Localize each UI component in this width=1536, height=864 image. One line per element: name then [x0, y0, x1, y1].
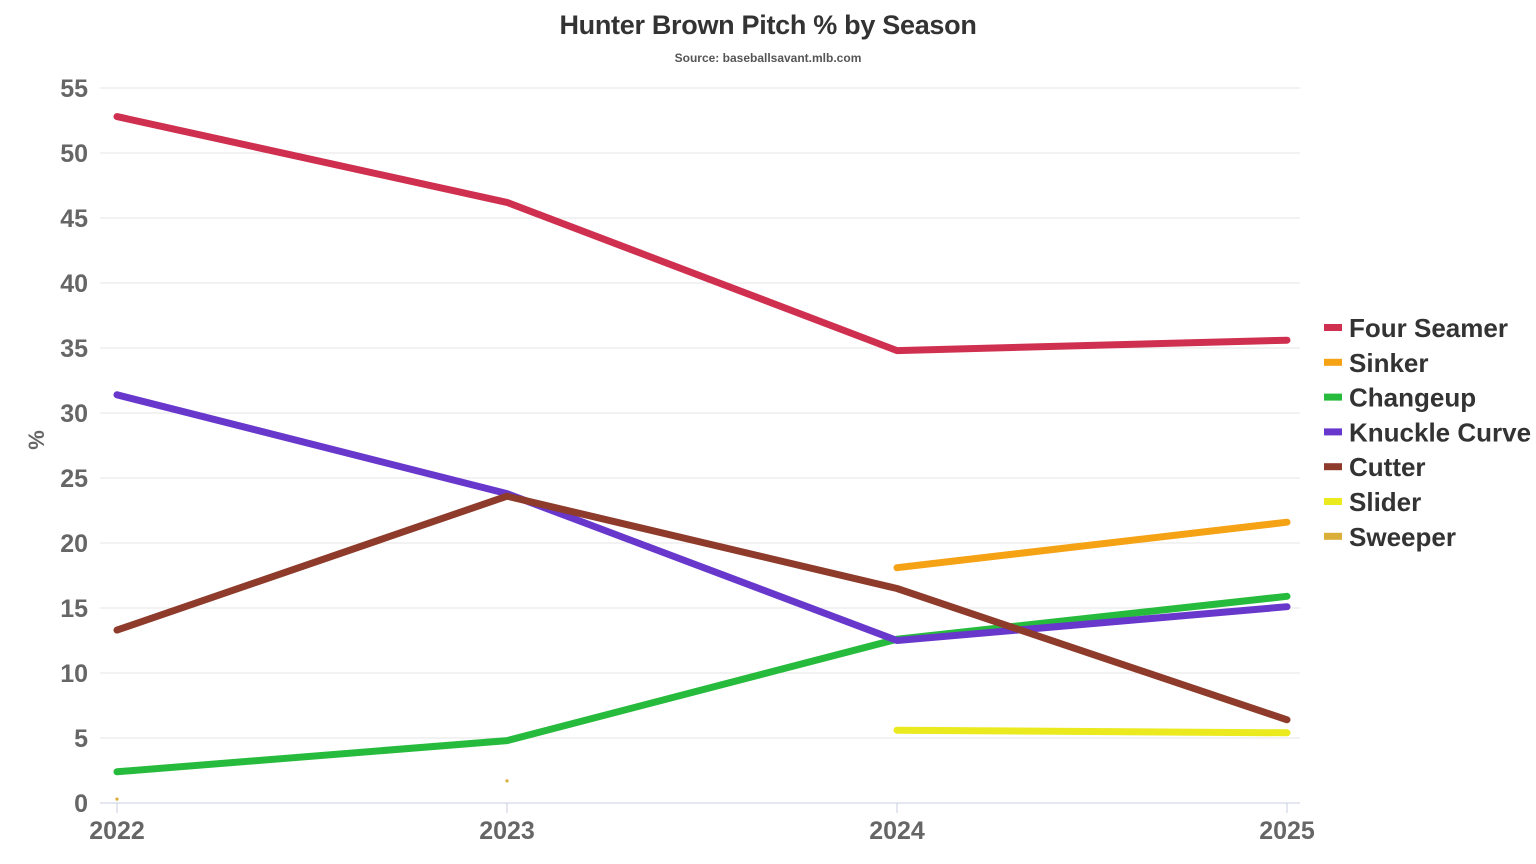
x-tick-label: 2023: [479, 817, 535, 845]
legend-item-changeup[interactable]: Changeup: [1324, 383, 1476, 413]
y-tick-label: 55: [60, 75, 88, 103]
legend-swatch: [1324, 463, 1342, 471]
gridlines: [100, 87, 1300, 804]
y-tick-label: 15: [60, 595, 88, 623]
y-tick-label: 35: [60, 335, 88, 363]
legend-item-knuckle-curve[interactable]: Knuckle Curve: [1324, 417, 1531, 447]
legend-label: Sweeper: [1349, 522, 1456, 552]
series-four-seamer: [113, 113, 1291, 355]
data-point: [115, 797, 119, 801]
y-tick-label: 10: [60, 660, 88, 688]
series-knuckle-curve: [113, 391, 1291, 644]
legend-swatch: [1324, 532, 1342, 540]
y-axis-label: %: [24, 430, 49, 450]
x-tick-label: 2024: [869, 817, 925, 845]
y-tick-label: 30: [60, 400, 88, 428]
legend-label: Sinker: [1349, 348, 1429, 378]
x-tick-label: 2022: [89, 817, 145, 845]
series-slider: [893, 726, 1291, 737]
legend-item-cutter[interactable]: Cutter: [1324, 452, 1426, 482]
series-line: [113, 391, 1291, 644]
legend-item-sinker[interactable]: Sinker: [1324, 348, 1429, 378]
chart-subtitle: Source: baseballsavant.mlb.com: [674, 51, 862, 65]
legend-swatch: [1324, 393, 1342, 401]
y-tick-label: 0: [74, 790, 88, 818]
series-cutter: [113, 492, 1291, 724]
legend-swatch: [1324, 358, 1342, 366]
series-sweeper: [115, 779, 509, 801]
y-tick-label: 40: [60, 270, 88, 298]
series-changeup: [113, 592, 1291, 776]
series-line: [893, 726, 1291, 737]
legend-item-slider[interactable]: Slider: [1324, 487, 1421, 517]
data-point: [505, 779, 509, 783]
legend-label: Cutter: [1349, 452, 1426, 482]
x-tick-label: 2025: [1259, 817, 1315, 845]
y-tick-label: 45: [60, 205, 88, 233]
y-tick-label: 20: [60, 530, 88, 558]
legend[interactable]: Four Seamer Sinker Changeup Knuckle Curve Cu…: [1324, 313, 1531, 552]
legend-swatch: [1324, 324, 1342, 331]
legend-swatch: [1324, 498, 1342, 505]
legend-label: Knuckle Curve: [1349, 417, 1531, 447]
legend-label: Changeup: [1349, 383, 1476, 413]
series-lines: [113, 113, 1291, 801]
chart-title: Hunter Brown Pitch % by Season: [559, 10, 977, 40]
series-line: [113, 592, 1291, 776]
y-tick-label: 5: [74, 725, 88, 753]
legend-item-four-seamer[interactable]: Four Seamer: [1324, 313, 1508, 343]
series-line: [113, 113, 1291, 355]
legend-label: Slider: [1349, 487, 1421, 517]
y-tick-label: 25: [60, 465, 88, 493]
series-line: [113, 492, 1291, 724]
y-tick-label: 50: [60, 140, 88, 168]
series-line: [893, 518, 1291, 572]
legend-swatch: [1324, 428, 1342, 436]
series-sinker: [893, 518, 1291, 572]
legend-label: Four Seamer: [1349, 313, 1508, 343]
legend-item-sweeper[interactable]: Sweeper: [1324, 522, 1456, 552]
